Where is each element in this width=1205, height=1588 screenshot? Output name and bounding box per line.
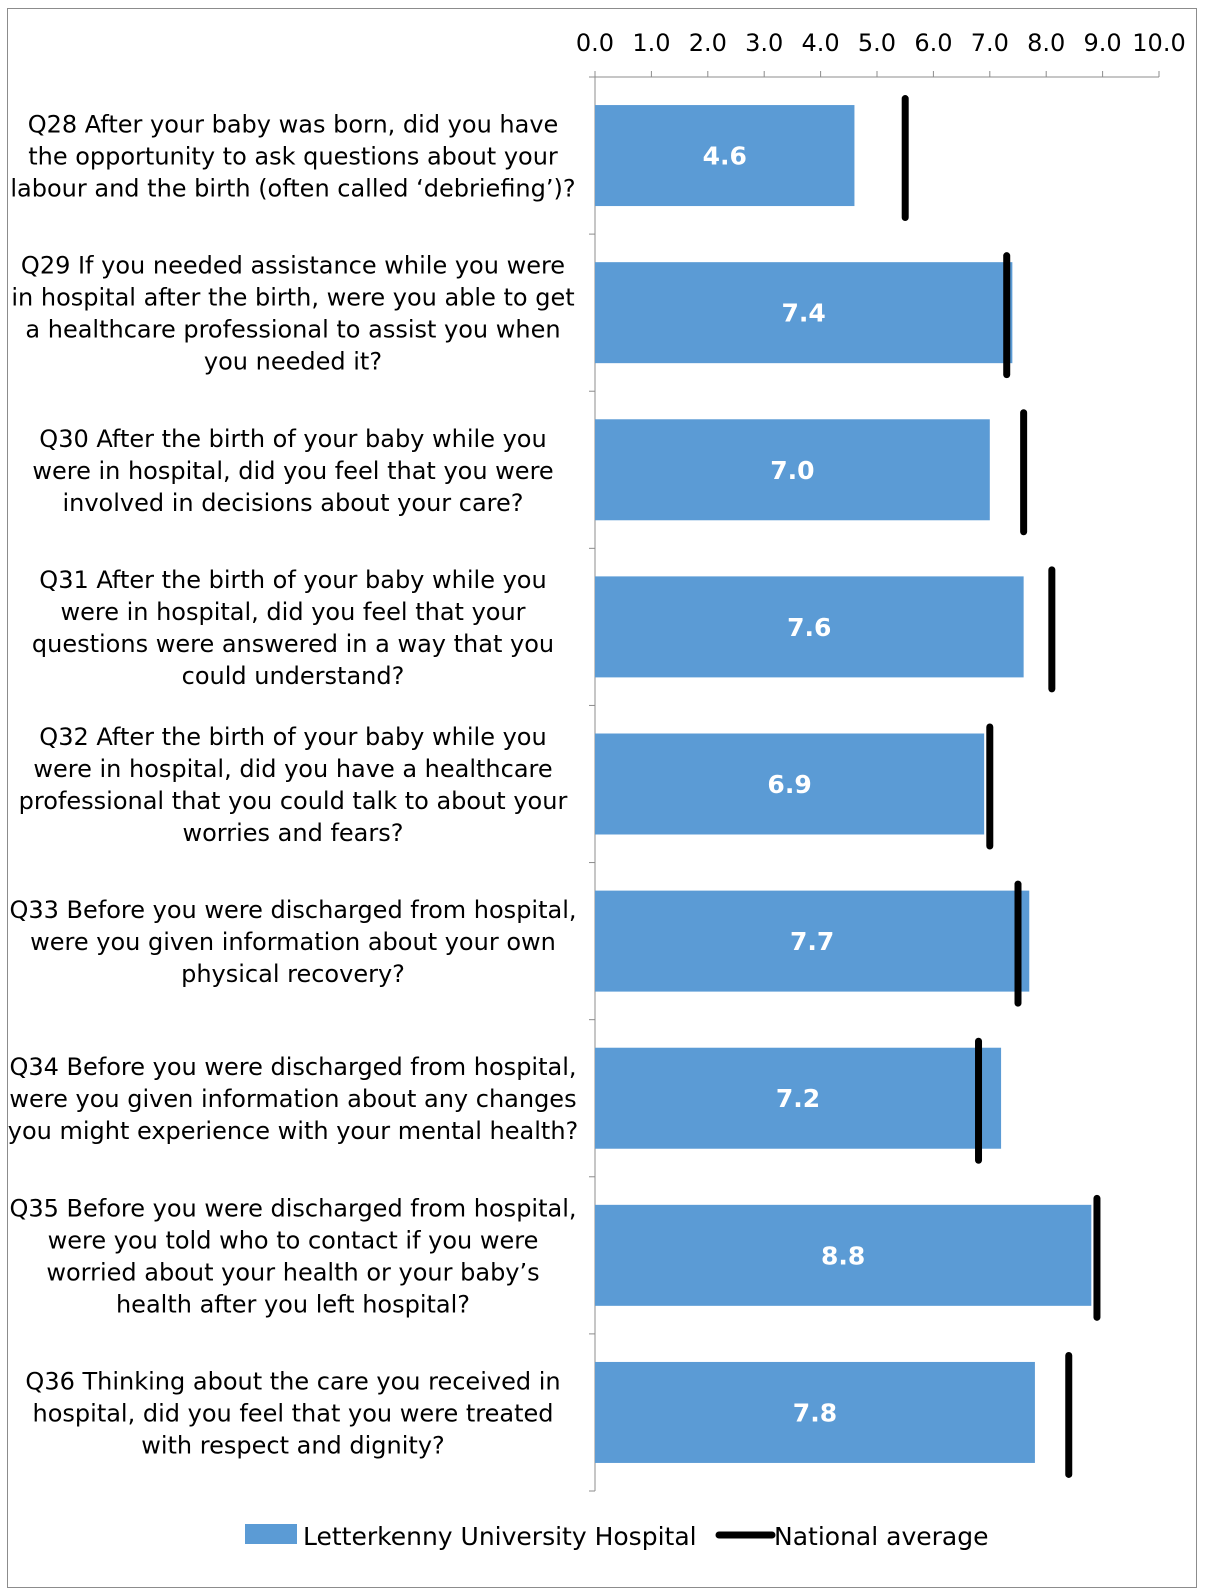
bar-letterkenny bbox=[595, 262, 1013, 364]
bar-data-label: 7.2 bbox=[776, 1084, 820, 1113]
x-tick-label: 1.0 bbox=[632, 29, 670, 57]
category-label: Q34 Before you were discharged from hosp… bbox=[8, 1053, 579, 1145]
bar-letterkenny bbox=[595, 1047, 1002, 1149]
bar-data-label: 7.8 bbox=[793, 1398, 837, 1427]
x-tick-label: 3.0 bbox=[745, 29, 783, 57]
category-label: Q29 If you needed assistance while you w… bbox=[11, 252, 574, 376]
category-label: Q35 Before you were discharged from hosp… bbox=[9, 1194, 576, 1318]
x-tick-label: 10.0 bbox=[1132, 29, 1185, 57]
category-label: Q32 After the birth of your baby while y… bbox=[19, 723, 568, 847]
bar-data-label: 8.8 bbox=[821, 1241, 865, 1270]
bars: 4.6 7.4 7.0 7.6 6.9 7.7 7.2 8.8 7.8 bbox=[595, 105, 1092, 1463]
bar-data-label: 7.6 bbox=[787, 613, 831, 642]
x-tick-label: 4.0 bbox=[802, 29, 840, 57]
bar-letterkenny bbox=[595, 1204, 1092, 1306]
x-tick-label: 0.0 bbox=[576, 29, 614, 57]
bar-data-label: 7.4 bbox=[782, 299, 826, 328]
category-label: Q28 After your baby was born, did you ha… bbox=[10, 111, 575, 203]
bar-letterkenny bbox=[595, 890, 1030, 992]
x-tick-label: 5.0 bbox=[858, 29, 896, 57]
national-average-markers bbox=[901, 95, 1101, 1478]
x-tick-label: 6.0 bbox=[914, 29, 952, 57]
bar-data-label: 6.9 bbox=[767, 770, 811, 799]
x-tick-label: 2.0 bbox=[689, 29, 727, 57]
bar-letterkenny bbox=[595, 105, 855, 207]
bar-letterkenny bbox=[595, 733, 985, 835]
category-label: Q33 Before you were discharged from hosp… bbox=[9, 896, 576, 988]
category-labels: Q28 After your baby was born, did you ha… bbox=[8, 111, 579, 1460]
legend-swatch-letterkenny bbox=[245, 1524, 297, 1544]
category-label: Q36 Thinking about the care you received… bbox=[25, 1367, 560, 1459]
legend-label-national: National average bbox=[774, 1522, 988, 1551]
category-label: Q31 After the birth of your baby while y… bbox=[32, 566, 554, 690]
x-axis-tick-labels: 0.0 1.0 2.0 3.0 4.0 5.0 6.0 7.0 8.0 9.0 10.0 bbox=[576, 29, 1186, 57]
bar-data-label: 4.6 bbox=[703, 142, 747, 171]
bar-letterkenny bbox=[595, 576, 1024, 678]
bar-letterkenny bbox=[595, 1361, 1035, 1463]
legend: Letterkenny University Hospital National … bbox=[245, 1522, 988, 1551]
bar-data-label: 7.7 bbox=[790, 927, 834, 956]
x-tick-label: 9.0 bbox=[1084, 29, 1122, 57]
legend-label-letterkenny: Letterkenny University Hospital bbox=[303, 1522, 697, 1551]
bar-letterkenny bbox=[595, 419, 990, 521]
x-tick-label: 7.0 bbox=[971, 29, 1009, 57]
bar-data-label: 7.0 bbox=[770, 456, 814, 485]
category-label: Q30 After the birth of your baby while y… bbox=[32, 425, 553, 517]
x-tick-label: 8.0 bbox=[1027, 29, 1065, 57]
